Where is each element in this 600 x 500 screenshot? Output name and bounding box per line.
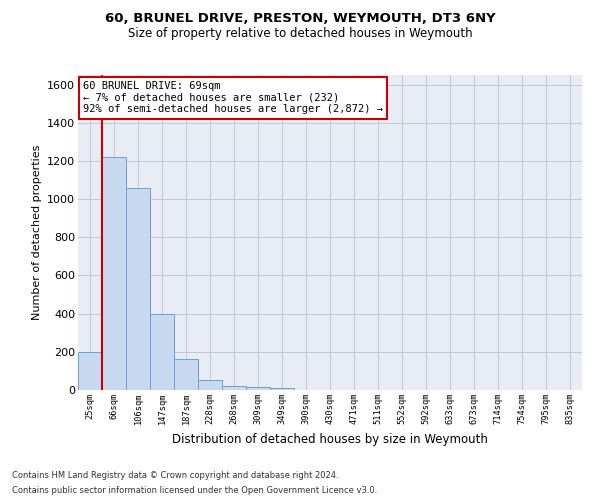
X-axis label: Distribution of detached houses by size in Weymouth: Distribution of detached houses by size … (172, 432, 488, 446)
Bar (198, 380, 222, 390)
Text: 60 BRUNEL DRIVE: 69sqm
← 7% of detached houses are smaller (232)
92% of semi-det: 60 BRUNEL DRIVE: 69sqm ← 7% of detached … (83, 82, 383, 114)
Bar (102, 157, 126, 390)
Text: Contains public sector information licensed under the Open Government Licence v3: Contains public sector information licen… (12, 486, 377, 495)
Text: Contains HM Land Registry data © Crown copyright and database right 2024.: Contains HM Land Registry data © Crown c… (12, 471, 338, 480)
Text: 60, BRUNEL DRIVE, PRESTON, WEYMOUTH, DT3 6NY: 60, BRUNEL DRIVE, PRESTON, WEYMOUTH, DT3… (104, 12, 496, 26)
Bar (222, 386, 246, 390)
Bar (150, 314, 174, 390)
Bar (78, 352, 102, 390)
Bar (126, 188, 150, 390)
Bar (270, 388, 294, 390)
Bar (174, 358, 198, 390)
Y-axis label: Number of detached properties: Number of detached properties (32, 145, 41, 320)
Text: Size of property relative to detached houses in Weymouth: Size of property relative to detached ho… (128, 28, 472, 40)
Bar (246, 387, 270, 390)
